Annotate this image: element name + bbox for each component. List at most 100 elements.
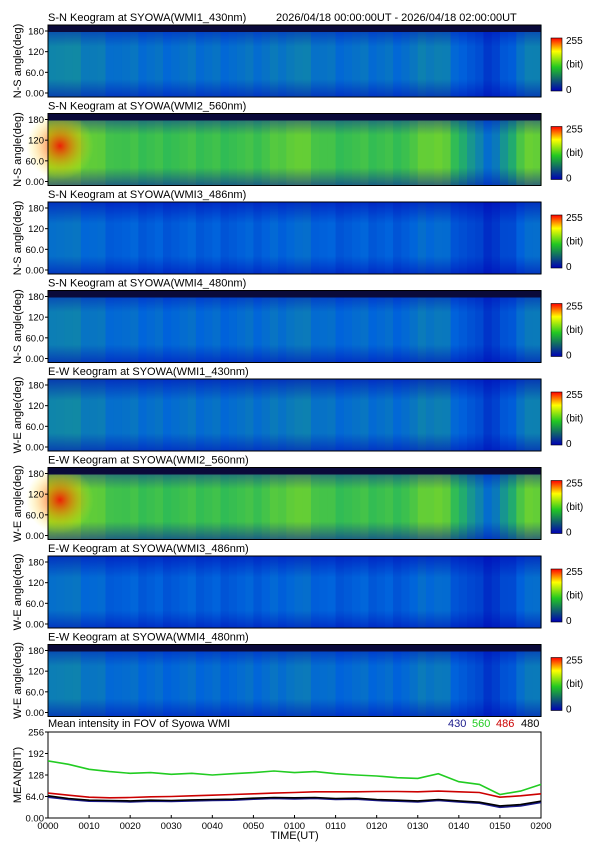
colorbar-min-label: 0	[566, 262, 572, 273]
y-tick-label: 60.0	[26, 156, 45, 167]
y-tick-label: 180	[28, 204, 44, 215]
colorbar-unit-label: (bit)	[566, 148, 583, 159]
series-line-430	[47, 796, 542, 809]
series-line-560	[47, 760, 542, 796]
legend-entry: 430	[448, 718, 466, 730]
y-tick-label: 0.00	[26, 620, 45, 631]
panel-title: S-N Keogram at SYOWA(WMI4_480nm)	[48, 278, 246, 290]
y-axis-label: N-S angle(deg)	[12, 24, 24, 99]
colorbar-unit-label: (bit)	[566, 414, 583, 425]
y-axis-label: W-E angle(deg)	[12, 377, 24, 454]
panel-title: E-W Keogram at SYOWA(WMI3_486nm)	[48, 543, 249, 555]
keogram-panel: S-N Keogram at SYOWA(WMI1_430nm) 2026/04/…	[12, 12, 583, 100]
colorbar	[550, 391, 563, 446]
x-tick-label: 0010	[79, 821, 100, 832]
keogram-panel: E-W Keogram at SYOWA(WMI4_480nm) 180 120 60…	[12, 632, 583, 720]
y-tick-label: 60.0	[26, 68, 45, 79]
y-tick-label: 120	[28, 313, 44, 324]
y-tick-label: 60.0	[26, 510, 45, 521]
y-tick-label: 120	[28, 47, 44, 58]
y-tick-label: 256	[28, 728, 44, 739]
y-axis-label: W-E angle(deg)	[12, 465, 24, 542]
y-tick-label: 0.00	[26, 266, 45, 277]
colorbar	[550, 126, 563, 180]
y-axis-label: W-E angle(deg)	[12, 642, 24, 719]
y-tick-label: 128	[28, 771, 44, 782]
colorbar	[550, 37, 563, 92]
colorbar-max-label: 255	[566, 213, 583, 224]
y-tick-label: 180	[28, 469, 44, 480]
y-tick-label: 60.0	[26, 599, 45, 610]
y-tick-label: 180	[28, 27, 44, 38]
panel-title: E-W Keogram at SYOWA(WMI1_430nm)	[48, 366, 249, 378]
colorbar-max-label: 255	[566, 125, 583, 136]
colorbar-unit-label: (bit)	[566, 679, 583, 690]
panel-title: S-N Keogram at SYOWA(WMI3_486nm)	[48, 189, 246, 201]
y-tick-label: 0.00	[26, 531, 45, 542]
colorbar	[550, 568, 563, 623]
colorbar-min-label: 0	[566, 85, 572, 96]
y-axis-label: W-E angle(deg)	[12, 554, 24, 631]
x-tick-label: 0120	[366, 821, 387, 832]
mean-intensity-chart: Mean intensity in FOV of Syowa WMI 430 560…	[12, 718, 552, 842]
colorbar-unit-label: (bit)	[566, 502, 583, 513]
panel-title: E-W Keogram at SYOWA(WMI2_560nm)	[48, 455, 249, 467]
y-tick-label: 0.00	[26, 89, 45, 100]
colorbar-max-label: 255	[566, 36, 583, 47]
y-tick-label: 180	[28, 381, 44, 392]
y-tick-label: 180	[28, 558, 44, 569]
y-tick-label: 120	[28, 401, 44, 412]
x-tick-label: 0000	[37, 821, 58, 832]
colorbar-max-label: 255	[566, 302, 583, 313]
y-axis-label: N-S angle(deg)	[12, 112, 24, 187]
x-tick-label: 0040	[202, 821, 223, 832]
colorbar-min-label: 0	[566, 351, 572, 362]
y-tick-label: 0.00	[26, 443, 45, 454]
colorbar-unit-label: (bit)	[566, 591, 583, 602]
colorbar-max-label: 255	[566, 479, 583, 490]
panel-title: S-N Keogram at SYOWA(WMI2_560nm)	[48, 101, 246, 113]
x-tick-label: 0020	[120, 821, 141, 832]
x-tick-label: 0150	[489, 821, 510, 832]
y-tick-label: 60.0	[26, 422, 45, 433]
x-axis-label: TIME(UT)	[270, 830, 318, 842]
colorbar-max-label: 255	[566, 656, 583, 667]
y-tick-label: 180	[28, 115, 44, 126]
y-tick-label: 120	[28, 490, 44, 501]
legend-entry: 480	[521, 718, 539, 730]
keogram-panel: S-N Keogram at SYOWA(WMI3_486nm) 180 120 60…	[12, 189, 583, 277]
x-tick-label: 0200	[530, 821, 551, 832]
legend-entry: 560	[472, 718, 490, 730]
y-tick-label: 0.00	[26, 177, 45, 188]
colorbar-min-label: 0	[566, 174, 572, 185]
series-line-486	[47, 790, 542, 799]
keogram-panel: S-N Keogram at SYOWA(WMI2_560nm) 180 120 60…	[12, 101, 583, 189]
keogram-panel: E-W Keogram at SYOWA(WMI1_430nm) 180 120 60…	[12, 366, 583, 454]
keogram-panel: E-W Keogram at SYOWA(WMI3_486nm) 180 120 60…	[12, 543, 583, 631]
y-tick-label: 180	[28, 292, 44, 303]
x-tick-label: 0110	[325, 821, 345, 832]
colorbar	[550, 303, 563, 357]
y-axis-label: MEAN(BIT)	[12, 747, 24, 803]
panel-title: E-W Keogram at SYOWA(WMI4_480nm)	[48, 632, 249, 644]
legend-entry: 486	[496, 718, 514, 730]
colorbar	[550, 214, 563, 269]
time-range-label: 2026/04/18 00:00:00UT - 2026/04/18 02:00…	[276, 12, 517, 24]
y-tick-label: 60.0	[26, 687, 45, 698]
colorbar-min-label: 0	[566, 528, 572, 539]
colorbar-unit-label: (bit)	[566, 325, 583, 336]
colorbar	[550, 480, 563, 534]
y-tick-label: 180	[28, 646, 44, 657]
x-tick-label: 0030	[161, 821, 182, 832]
y-tick-label: 0.00	[26, 354, 45, 365]
colorbar-max-label: 255	[566, 390, 583, 401]
y-tick-label: 60.0	[26, 245, 45, 256]
y-tick-label: 120	[28, 667, 44, 678]
y-axis-label: N-S angle(deg)	[12, 201, 24, 276]
y-tick-label: 0.00	[26, 814, 45, 825]
chart-title: Mean intensity in FOV of Syowa WMI	[48, 718, 230, 730]
y-axis-label: N-S angle(deg)	[12, 289, 24, 364]
colorbar-min-label: 0	[566, 705, 572, 716]
y-tick-label: 120	[28, 136, 44, 147]
